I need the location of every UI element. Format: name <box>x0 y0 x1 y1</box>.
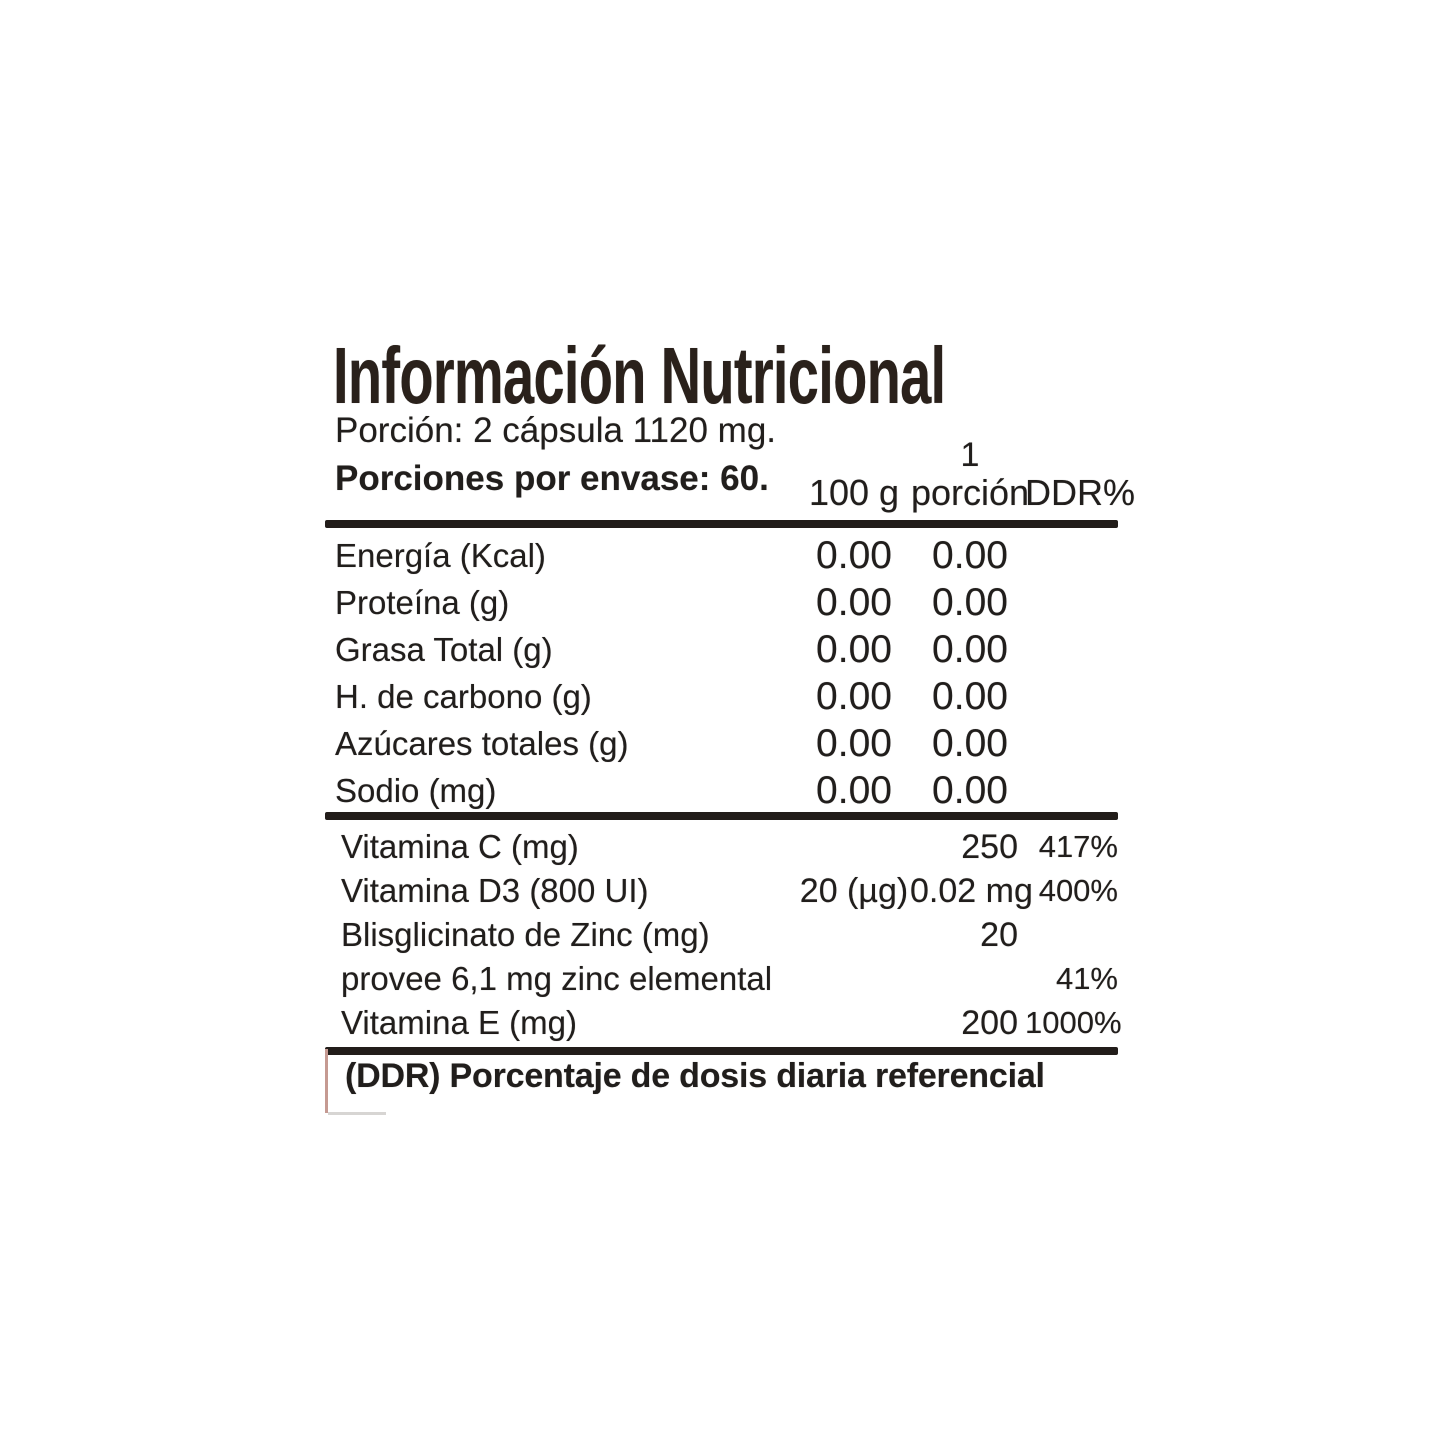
panel-title: Información Nutricional <box>333 331 946 420</box>
ddr-footnote: (DDR) Porcentaje de dosis diaria referen… <box>345 1057 1045 1095</box>
servings-per-container-line: Porciones por envase: 60. <box>335 459 769 498</box>
nutrient-label: provee 6,1 mg zinc elemental <box>341 960 773 997</box>
table-row: Blisglicinato de Zinc (mg) 20 <box>325 913 1120 957</box>
value-per-100g: 0.00 <box>816 534 892 577</box>
value-per-serving: 0.00 <box>932 628 1008 671</box>
value-per-serving: 0.00 <box>932 675 1008 718</box>
table-row: Vitamina D3 (800 UI) 20 (µg) 0.02 mg 400… <box>325 869 1120 913</box>
column-header-per-100g: 100 g <box>808 472 900 513</box>
nutrient-label: Energía (Kcal) <box>335 537 546 574</box>
value-per-100g: 0.00 <box>816 722 892 765</box>
footnote-box: (DDR) Porcentaje de dosis diaria referen… <box>325 1049 1118 1115</box>
value-per-100g: 0.00 <box>816 581 892 624</box>
value-per-serving: 250 <box>961 828 1018 866</box>
table-row: Grasa Total (g) 0.00 0.00 <box>325 626 1120 673</box>
value-per-serving: 0.00 <box>932 534 1008 577</box>
table-row: Vitamina C (mg) 250 417% <box>325 825 1120 869</box>
nutrient-label: Grasa Total (g) <box>335 631 553 668</box>
value-per-serving: 0.00 <box>932 722 1008 765</box>
table-row: H. de carbono (g) 0.00 0.00 <box>325 673 1120 720</box>
value-per-100g: 0.00 <box>816 769 892 812</box>
nutrient-label: Azúcares totales (g) <box>335 725 629 762</box>
value-per-100g: 0.00 <box>816 628 892 671</box>
nutrient-label: Sodio (mg) <box>335 772 497 809</box>
micronutrients-table: Vitamina C (mg) 250 417% Vitamina D3 (80… <box>325 825 1122 1045</box>
nutrient-label: Vitamina E (mg) <box>341 1004 577 1041</box>
nutrient-label: Vitamina D3 (800 UI) <box>341 872 649 909</box>
value-per-serving: 20 <box>980 916 1018 954</box>
column-header-serving-qty: 1 <box>960 436 980 474</box>
divider-rule-middle <box>325 812 1118 820</box>
value-per-100g: 20 (µg) <box>799 872 909 910</box>
value-ddr-percent: 400% <box>1038 873 1118 908</box>
table-row: Sodio (mg) 0.00 0.00 <box>325 767 1120 814</box>
value-ddr-percent: 417% <box>1038 829 1118 864</box>
table-row: Energía (Kcal) 0.00 0.00 <box>325 532 1120 579</box>
macronutrients-table: Energía (Kcal) 0.00 0.00 Proteína (g) 0.… <box>325 532 1120 814</box>
nutrient-label: H. de carbono (g) <box>335 678 592 715</box>
divider-rule-bottom <box>325 1047 1118 1055</box>
column-header-per-serving: porción <box>910 472 1030 513</box>
table-row: Proteína (g) 0.00 0.00 <box>325 579 1120 626</box>
value-per-serving: 0.02 mg <box>910 872 1033 910</box>
value-per-100g: 0.00 <box>816 675 892 718</box>
value-ddr-percent: 1000% <box>1025 1005 1122 1040</box>
nutrition-facts-panel: Información Nutricional Porción: 2 cápsu… <box>325 330 1136 1130</box>
value-per-serving: 0.00 <box>932 769 1008 812</box>
value-ddr-percent: 41% <box>1055 961 1118 996</box>
value-per-serving: 0.00 <box>932 581 1008 624</box>
column-header-ddr-percent: DDR% <box>1025 472 1136 513</box>
table-row: provee 6,1 mg zinc elemental 41% <box>325 957 1120 1001</box>
nutrient-label: Blisglicinato de Zinc (mg) <box>341 916 710 953</box>
table-row: Azúcares totales (g) 0.00 0.00 <box>325 720 1120 767</box>
nutrient-label: Proteína (g) <box>335 584 510 621</box>
nutrient-label: Vitamina C (mg) <box>341 828 579 865</box>
divider-rule-top <box>325 520 1118 528</box>
table-row: Vitamina E (mg) 200 1000% <box>325 1001 1122 1045</box>
serving-size-line: Porción: 2 cápsula 1120 mg. <box>335 411 777 450</box>
value-per-serving: 200 <box>961 1004 1018 1042</box>
